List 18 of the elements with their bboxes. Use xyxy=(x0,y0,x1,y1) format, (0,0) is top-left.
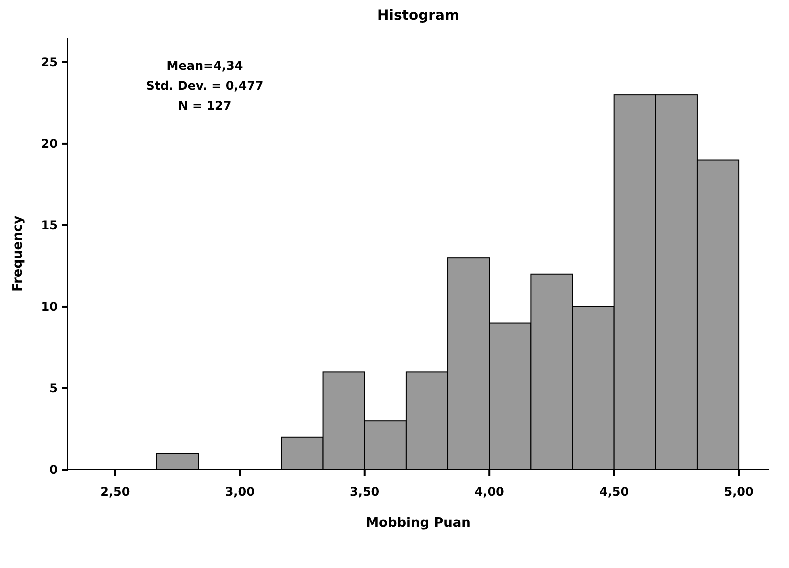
y-tick-label: 5 xyxy=(50,382,58,396)
x-tick-label: 5,00 xyxy=(724,485,754,499)
y-axis-title: Frequency xyxy=(11,215,26,292)
y-tick-label: 10 xyxy=(41,300,58,314)
y-tick-label: 0 xyxy=(50,463,58,478)
annotation: Mean=4,34 xyxy=(166,59,244,73)
y-tick-label: 15 xyxy=(41,218,58,233)
chart-title: Histogram xyxy=(377,8,460,24)
x-tick-label: 3,00 xyxy=(225,485,255,499)
annotation: N = 127 xyxy=(178,99,232,113)
x-tick-label: 4,50 xyxy=(600,485,630,499)
x-axis-title: Mobbing Puan xyxy=(366,516,471,531)
x-tick-label: 2,50 xyxy=(100,485,130,499)
y-tick-label: 25 xyxy=(41,56,58,70)
x-tick-label: 3,50 xyxy=(350,485,380,499)
x-tick-label: 4,00 xyxy=(474,485,504,499)
y-tick-label: 20 xyxy=(41,137,58,152)
annotation: Std. Dev. = 0,477 xyxy=(146,79,264,93)
